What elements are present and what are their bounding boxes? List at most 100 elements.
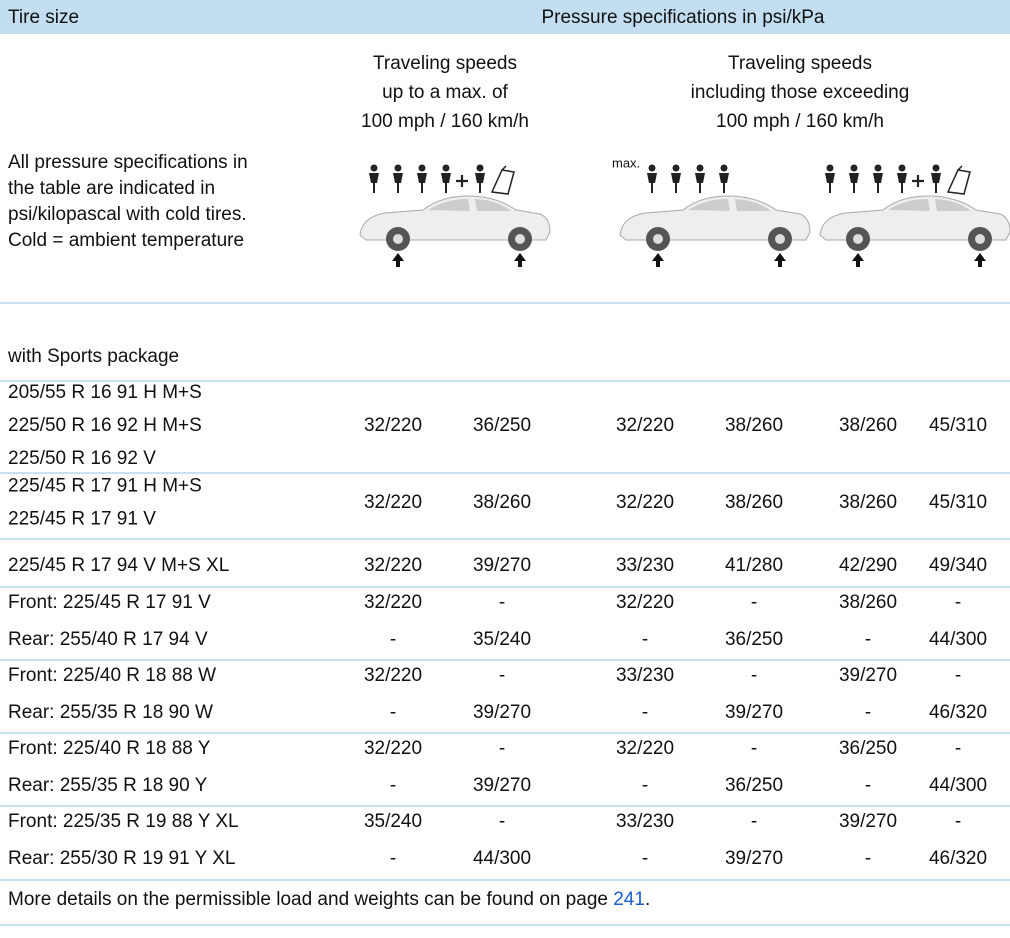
person-icon [475,173,485,193]
person-icon [898,164,906,172]
plus-icon [456,175,468,187]
pressure-value: 38/260 [839,592,897,613]
tire-size: Rear: 255/30 R 19 91 Y XL [8,848,235,869]
pressure-value: - [642,702,648,723]
pressure-value: - [865,702,871,723]
pressure-value: 46/320 [929,702,987,723]
person-icon [417,173,427,193]
pressure-value: 32/220 [616,738,674,759]
pressure-value: 45/310 [929,415,987,436]
person-icon [825,173,835,193]
pressure-value: - [751,811,757,832]
wheel-arrow [514,253,526,267]
tire-size: Front: 225/40 R 18 88 W [8,665,216,686]
pressure-value: 36/250 [473,415,531,436]
person-icon [672,164,680,172]
pressure-value: 32/220 [364,665,422,686]
person-icon [696,164,704,172]
person-icon [369,173,379,193]
car-hub [853,234,863,244]
tire-size: 205/55 R 16 91 H M+S [8,382,202,403]
tire-size: 225/45 R 17 91 V [8,509,156,530]
header-tire-size: Tire size [8,7,79,28]
pressure-value: - [642,848,648,869]
pressure-value: - [751,738,757,759]
pressure-value: 32/220 [364,555,422,576]
pressure-value: 44/300 [473,848,531,869]
pressure-value: - [390,702,396,723]
tire-size: 225/50 R 16 92 H M+S [8,415,202,436]
speed-heading: up to a max. of [382,82,508,103]
pressure-value: - [499,665,505,686]
pressure-value: 36/250 [725,629,783,650]
footer-end: . [645,889,650,910]
load-icons: max. [359,155,1010,267]
speed-heading: 100 mph / 160 km/h [361,111,529,132]
person-icon [394,164,402,172]
tire-size: Front: 225/40 R 18 88 Y [8,738,211,759]
person-icon [370,164,378,172]
person-icon [442,164,450,172]
tire-size: Rear: 255/35 R 18 90 W [8,702,213,723]
note-line: All pressure specifications in [8,152,248,173]
car-window [888,199,971,211]
note-line: Cold = ambient temperature [8,230,244,251]
wheel-arrow [852,253,864,267]
person-icon [874,164,882,172]
person-icon [418,164,426,172]
pressure-value: 35/240 [473,629,531,650]
tire-size: Front: 225/35 R 19 88 Y XL [8,811,239,832]
person-icon [695,173,705,193]
pressure-value: 39/270 [473,555,531,576]
pressure-value: - [499,592,505,613]
luggage-icon [946,165,971,195]
pressure-value: 39/270 [725,702,783,723]
pressure-value: 44/300 [929,775,987,796]
pressure-value: - [751,665,757,686]
pressure-value: 32/220 [364,492,422,513]
person-icon [393,173,403,193]
pressure-value: - [390,775,396,796]
page-link[interactable]: 241 [613,889,645,910]
tire-size: Rear: 255/35 R 18 90 Y [8,775,208,796]
pressure-value: 38/260 [839,492,897,513]
section-label: with Sports package [7,346,179,367]
note-line: psi/kilopascal with cold tires. [8,204,247,225]
speed-heading: Traveling speeds [728,53,872,74]
car-hub [975,234,985,244]
pressure-value: 32/220 [616,492,674,513]
wheel-arrow [392,253,404,267]
wheel-arrow [652,253,664,267]
pressure-value: 45/310 [929,492,987,513]
tire-size: 225/50 R 16 92 V [8,448,156,469]
pressure-value: 32/220 [364,738,422,759]
pressure-value: 38/260 [473,492,531,513]
pressure-value: - [642,629,648,650]
car-window [428,199,511,211]
car-hub [515,234,525,244]
wheel-arrow [974,253,986,267]
person-icon [932,164,940,172]
pressure-value: - [955,592,961,613]
pressure-value: 32/220 [364,415,422,436]
tire-size: Rear: 255/40 R 17 94 V [8,629,208,650]
pressure-value: - [865,629,871,650]
pressure-value: 33/230 [616,811,674,832]
tire-size: 225/45 R 17 91 H M+S [8,476,202,497]
pressure-value: 38/260 [839,415,897,436]
car-hub [653,234,663,244]
car-window [688,199,771,211]
pressure-value: 32/220 [616,415,674,436]
speed-heading: including those exceeding [691,82,910,103]
pressure-value: 36/250 [725,775,783,796]
person-icon [476,164,484,172]
person-icon [850,164,858,172]
pressure-value: - [955,811,961,832]
person-icon [441,173,451,193]
footer-text: More details on the permissible load and… [8,889,613,910]
pressure-value: 39/270 [473,775,531,796]
pressure-value: 33/230 [616,665,674,686]
pressure-value: 46/320 [929,848,987,869]
person-icon [671,173,681,193]
